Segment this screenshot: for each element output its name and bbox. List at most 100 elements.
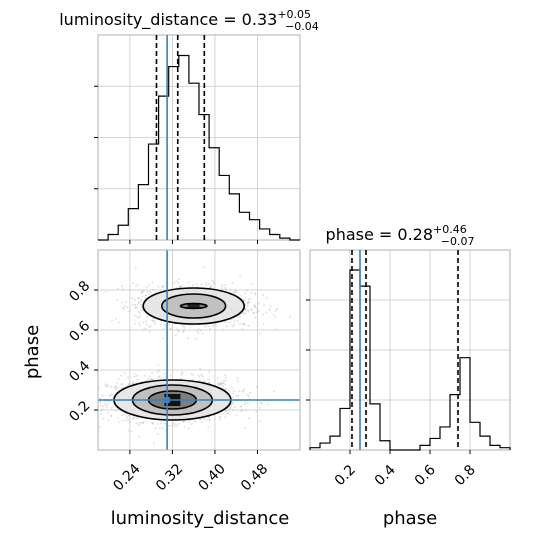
scatter-point xyxy=(251,283,254,286)
scatter-point xyxy=(209,285,212,288)
scatter-point xyxy=(221,382,224,385)
scatter-point xyxy=(127,418,130,421)
scatter-point xyxy=(275,309,277,312)
scatter-point xyxy=(99,412,102,415)
scatter-point xyxy=(210,285,213,287)
scatter-point xyxy=(248,391,251,394)
scatter-point xyxy=(121,419,124,422)
scatter-point xyxy=(218,416,221,419)
scatter-point xyxy=(246,402,249,405)
scatter-point xyxy=(140,305,143,308)
scatter-point xyxy=(169,328,171,330)
scatter-point xyxy=(258,309,261,312)
scatter-point xyxy=(216,382,219,385)
scatter-point xyxy=(231,387,233,389)
scatter-point xyxy=(220,287,223,289)
scatter-point xyxy=(133,299,136,302)
scatter-point xyxy=(159,323,162,326)
joint-panel: 0.24 0.32 0.40 0.48 0.2 0.4 0.6 0.8 xyxy=(51,249,301,494)
scatter-point xyxy=(140,421,143,424)
scatter-point xyxy=(244,309,247,311)
scatter-point xyxy=(151,372,154,374)
scatter-point xyxy=(138,311,141,314)
scatter-point xyxy=(241,322,244,325)
hist-phase-xtick-label: 0.2 xyxy=(332,462,359,489)
scatter-point xyxy=(263,304,265,307)
scatter-point xyxy=(109,394,111,397)
scatter-point xyxy=(229,321,232,324)
scatter-point xyxy=(224,383,226,386)
scatter-point xyxy=(246,289,249,292)
scatter-point xyxy=(269,309,272,312)
scatter-point xyxy=(98,426,101,429)
scatter-point xyxy=(150,378,153,381)
scatter-point xyxy=(162,285,164,288)
scatter-point xyxy=(225,388,227,390)
hist-luminosity-distance-histogram-step xyxy=(98,54,300,241)
scatter-point xyxy=(177,423,180,425)
hist-phase-title-plus: +0.46 xyxy=(433,223,467,236)
scatter-point xyxy=(161,337,164,340)
scatter-point xyxy=(259,402,262,405)
hist-luminosity-distance-title: luminosity_distance = 0.33+0.05 −0.04 xyxy=(59,8,319,33)
scatter-point xyxy=(138,297,141,300)
scatter-point xyxy=(157,363,160,366)
scatter-point xyxy=(134,314,136,317)
scatter-point xyxy=(247,301,249,304)
scatter-point xyxy=(239,275,241,278)
scatter-point xyxy=(187,427,190,430)
scatter-point xyxy=(149,290,152,293)
scatter-point xyxy=(239,316,241,319)
scatter-point xyxy=(159,377,162,380)
scatter-point xyxy=(155,291,157,294)
scatter-point xyxy=(224,283,227,286)
scatter-point xyxy=(121,288,124,291)
scatter-point xyxy=(183,327,186,330)
scatter-point xyxy=(157,285,160,288)
scatter-point xyxy=(163,328,166,331)
scatter-point xyxy=(136,315,139,318)
scatter-point xyxy=(144,320,147,323)
scatter-point xyxy=(222,382,225,385)
scatter-point xyxy=(136,307,139,309)
scatter-point xyxy=(230,403,233,406)
scatter-point xyxy=(186,337,189,339)
scatter-point xyxy=(259,332,261,335)
scatter-point xyxy=(141,298,143,301)
scatter-point xyxy=(225,388,228,391)
scatter-point xyxy=(51,397,53,399)
scatter-point xyxy=(247,301,250,304)
scatter-point xyxy=(211,279,214,282)
scatter-point xyxy=(126,306,129,309)
scatter-point xyxy=(192,373,194,376)
scatter-point xyxy=(219,419,222,421)
scatter-point xyxy=(164,324,167,327)
scatter-point xyxy=(224,416,227,419)
scatter-point xyxy=(122,306,124,309)
scatter-point xyxy=(232,409,235,411)
hist-phase-title-main: phase = 0.28 xyxy=(326,225,433,244)
scatter-point xyxy=(115,385,118,388)
scatter-point xyxy=(131,297,134,300)
scatter-point xyxy=(243,403,246,406)
hist-phase-title: phase = 0.28+0.46 −0.07 xyxy=(326,223,475,248)
scatter-point xyxy=(262,313,265,316)
scatter-point xyxy=(207,282,210,285)
scatter-point xyxy=(164,376,167,379)
scatter-point xyxy=(118,321,121,324)
scatter-point xyxy=(232,325,235,328)
scatter-point xyxy=(100,409,102,412)
scatter-point xyxy=(197,328,200,331)
scatter-point xyxy=(225,376,228,379)
scatter-point xyxy=(234,291,236,294)
scatter-point xyxy=(120,301,123,304)
scatter-point xyxy=(239,322,241,325)
scatter-point xyxy=(168,424,171,427)
x-axis-label-luminosity-distance: luminosity_distance xyxy=(111,508,290,529)
scatter-point xyxy=(227,411,230,414)
scatter-point xyxy=(170,327,173,330)
scatter-point xyxy=(255,386,258,388)
scatter-point xyxy=(161,286,164,288)
scatter-point xyxy=(240,294,242,297)
scatter-point xyxy=(220,381,223,384)
